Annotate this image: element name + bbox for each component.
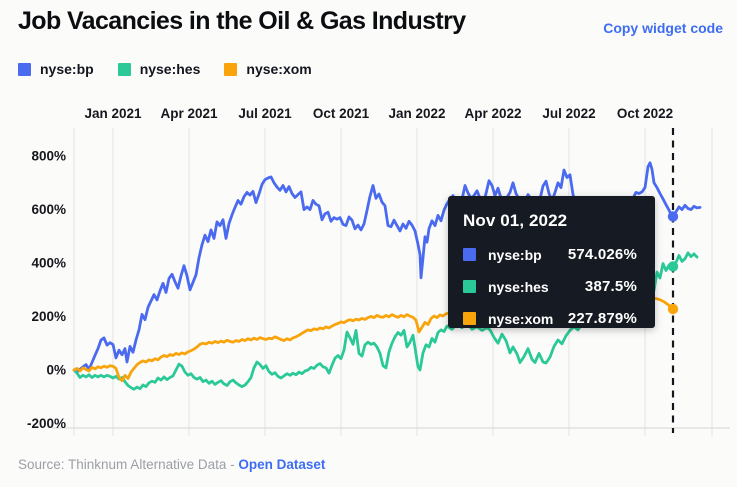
chart-legend: nyse:bp nyse:hes nyse:xom <box>18 61 312 77</box>
legend-item-label: nyse:hes <box>139 61 201 77</box>
tooltip-series-label: nyse:bp <box>488 246 542 263</box>
copy-widget-code-link[interactable]: Copy widget code <box>603 20 723 36</box>
tooltip-series-value: 574.026% <box>567 246 637 263</box>
legend-swatch-icon <box>224 62 238 76</box>
marker-dot-nyse-hes <box>667 261 679 272</box>
tooltip-swatch-icon <box>463 312 476 325</box>
legend-swatch-icon <box>117 62 131 76</box>
x-axis-label: Jan 2021 <box>84 106 142 121</box>
tooltip-swatch-icon <box>463 248 476 261</box>
source-text: Source: Thinknum Alternative Data - Open… <box>18 457 325 472</box>
marker-dot-nyse-bp <box>667 211 679 222</box>
legend-swatch-icon <box>18 62 31 76</box>
tooltip-series-label: nyse:xom <box>488 310 554 327</box>
legend-item-nyse-hes[interactable]: nyse:hes <box>117 61 201 77</box>
y-axis-label: 600% <box>31 202 66 217</box>
x-axis-label: Apr 2021 <box>160 106 218 121</box>
tooltip-row: nyse:hes 387.5% <box>463 278 637 295</box>
tooltip-series-value: 387.5% <box>584 278 637 295</box>
x-axis-label: Oct 2022 <box>617 106 673 121</box>
legend-item-nyse-xom[interactable]: nyse:xom <box>224 61 312 77</box>
tooltip-series-label: nyse:hes <box>488 278 549 295</box>
y-axis-label: 0% <box>46 362 66 377</box>
open-dataset-link[interactable]: Open Dataset <box>238 457 326 472</box>
y-axis-label: -200% <box>27 416 66 431</box>
source-prefix: Source: Thinknum Alternative Data - <box>18 457 239 472</box>
legend-item-label: nyse:xom <box>246 61 312 77</box>
tooltip-row: nyse:bp 574.026% <box>463 246 637 263</box>
tooltip-row: nyse:xom 227.879% <box>463 310 637 327</box>
y-axis-label: 400% <box>31 256 66 271</box>
legend-item-nyse-bp[interactable]: nyse:bp <box>18 61 94 77</box>
x-axis-label: Apr 2022 <box>464 106 521 121</box>
tooltip-date: Nov 01, 2022 <box>463 211 568 230</box>
x-axis-label: Jul 2021 <box>238 106 292 121</box>
x-axis-label: Jul 2022 <box>542 106 595 121</box>
tooltip-swatch-icon <box>463 280 476 293</box>
tooltip-series-value: 227.879% <box>567 310 637 327</box>
chart-tooltip: Nov 01, 2022 nyse:bp 574.026% nyse:hes 3… <box>448 196 655 328</box>
x-axis-label: Jan 2022 <box>388 106 445 121</box>
y-axis-label: 800% <box>31 149 66 164</box>
marker-dot-nyse-xom <box>667 303 679 315</box>
legend-item-label: nyse:bp <box>40 61 94 77</box>
page-title: Job Vacancies in the Oil & Gas Industry <box>18 7 466 35</box>
x-axis-label: Oct 2021 <box>313 106 370 121</box>
y-axis-label: 200% <box>31 309 66 324</box>
